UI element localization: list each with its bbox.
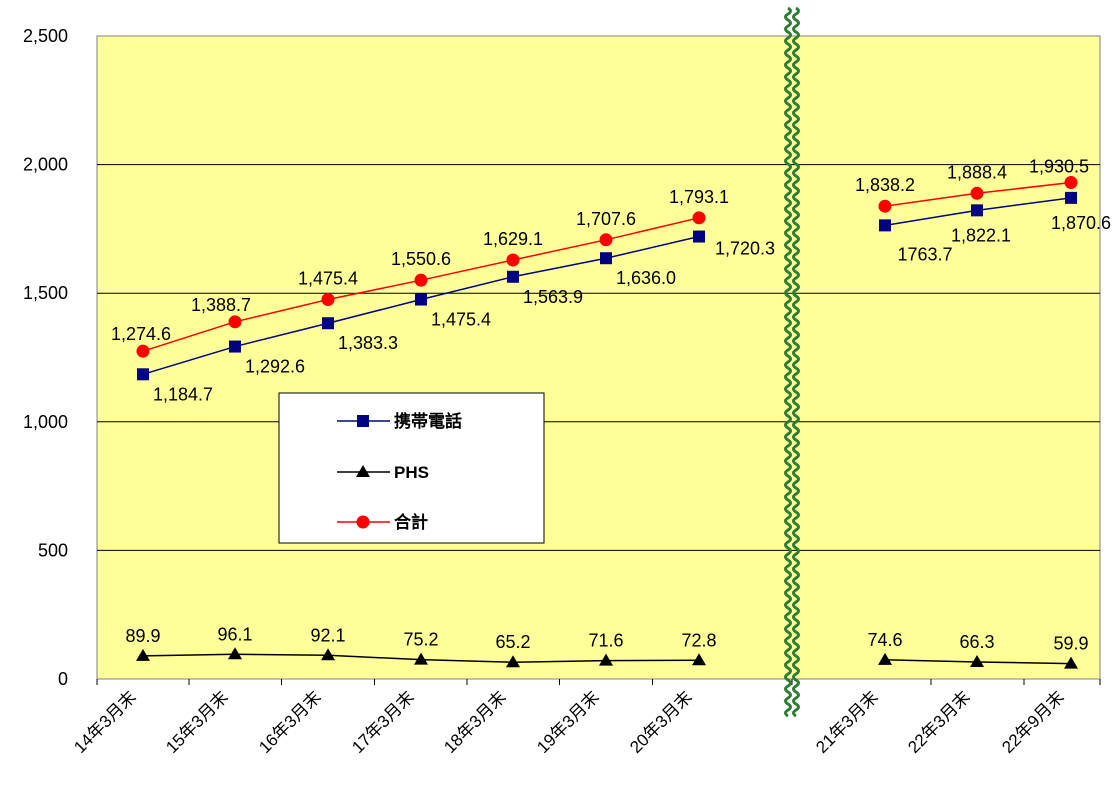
data-label: 1,793.1: [669, 187, 729, 207]
legend-marker: [356, 515, 370, 529]
data-point-1: [599, 653, 613, 666]
data-label: 1,475.4: [431, 310, 491, 330]
data-point-2: [136, 344, 150, 358]
data-label: 1,838.2: [855, 175, 915, 195]
data-point-2: [414, 273, 428, 287]
data-label: 1,822.1: [951, 225, 1011, 245]
x-tick-label: 17年3月末: [348, 687, 418, 757]
data-label: 1,888.4: [947, 162, 1007, 182]
data-point-0: [229, 340, 241, 353]
data-point-2: [878, 199, 892, 213]
data-label: 66.3: [959, 632, 994, 652]
break-wave-line: [792, 6, 800, 718]
data-point-1: [1064, 656, 1078, 669]
data-point-0: [415, 293, 427, 306]
legend-box: [278, 392, 545, 544]
x-tick-label: 14年3月末: [70, 687, 140, 757]
x-tick-label: 15年3月末: [162, 687, 232, 757]
data-point-0: [137, 368, 149, 381]
x-tick-label: 16年3月末: [255, 687, 325, 757]
data-label: 71.6: [588, 631, 623, 651]
data-point-1: [414, 652, 428, 665]
data-label: 1,388.7: [191, 295, 251, 315]
data-point-2: [321, 293, 335, 307]
y-axis-tick-labels: 0 500 1,000 1,500 2,000 2,500: [23, 26, 68, 689]
x-axis-tick-labels: 14年3月末 15年3月末 16年3月末 17年3月末 18年3月末 19年3月末 20年3…: [70, 679, 1101, 757]
data-point-0: [879, 219, 891, 232]
x-tick-label: 22年3月末: [904, 687, 974, 757]
legend: 携帯電話 PHS 合計: [278, 392, 545, 544]
data-label: 1,720.3: [715, 239, 775, 259]
data-label: 1,707.6: [576, 209, 636, 229]
data-point-2: [692, 211, 706, 225]
x-tick-label: 19年3月末: [533, 687, 603, 757]
data-point-0: [600, 252, 612, 265]
data-point-2: [1064, 175, 1078, 189]
data-labels: 1,184.7 1,292.6 1,383.3 1,475.4 1,563.9 1,636…: [111, 156, 1111, 653]
data-point-0: [507, 270, 519, 283]
data-point-2: [970, 186, 984, 200]
data-point-1: [878, 652, 892, 665]
data-label: 1,475.4: [298, 269, 358, 289]
data-label: 59.9: [1053, 634, 1088, 654]
data-label: 1763.7: [897, 244, 952, 264]
data-point-1: [321, 648, 335, 661]
data-label: 72.8: [681, 630, 716, 650]
data-point-1: [506, 655, 520, 668]
x-tick-label: 20年3月末: [626, 687, 696, 757]
y-tick-label: 500: [38, 540, 68, 560]
data-label: 75.2: [403, 630, 438, 650]
data-point-0: [1065, 191, 1077, 204]
data-point-0: [322, 317, 334, 330]
data-label: 1,292.6: [245, 357, 305, 377]
x-tick-label: 18年3月末: [440, 687, 510, 757]
data-point-1: [970, 654, 984, 667]
data-point-0: [693, 230, 705, 243]
data-label: 1,383.3: [338, 333, 398, 353]
break-wave-line: [784, 6, 792, 718]
legend-label: PHS: [394, 463, 429, 482]
data-label: 89.9: [125, 626, 160, 646]
legend-label: 携帯電話: [394, 411, 462, 431]
legend-marker: [357, 415, 369, 427]
y-tick-label: 2,500: [23, 26, 68, 46]
y-tick-label: 1,000: [23, 412, 68, 432]
legend-marker: [356, 465, 370, 477]
data-label: 1,930.5: [1029, 156, 1089, 176]
data-point-1: [136, 648, 150, 661]
data-point-2: [506, 253, 520, 267]
x-tick-label: 21年3月末: [812, 687, 882, 757]
gridlines: [97, 164, 1100, 551]
data-point-1: [692, 653, 706, 666]
data-label: 1,870.6: [1051, 213, 1111, 233]
data-point-0: [971, 204, 983, 217]
data-label: 1,274.6: [111, 324, 171, 344]
data-point-1: [228, 647, 242, 660]
legend-label: 合計: [394, 512, 428, 532]
x-tick-label: 22年9月末: [998, 687, 1068, 757]
y-tick-label: 2,000: [23, 155, 68, 175]
plot-area: [96, 35, 1101, 680]
data-point-2: [228, 315, 242, 329]
data-label: 1,629.1: [483, 229, 543, 249]
axis-break-marker: [784, 6, 800, 718]
data-label: 1,563.9: [523, 287, 583, 307]
data-label: 65.2: [495, 632, 530, 652]
y-tick-label: 1,500: [23, 283, 68, 303]
data-label: 1,550.6: [391, 249, 451, 269]
data-label: 96.1: [217, 624, 252, 644]
data-label: 1,636.0: [616, 268, 676, 288]
data-label: 92.1: [310, 625, 345, 645]
data-point-2: [599, 233, 613, 247]
data-label: 74.6: [867, 630, 902, 650]
series-layer: [136, 175, 1078, 669]
y-tick-label: 0: [58, 669, 68, 689]
data-label: 1,184.7: [153, 384, 213, 404]
